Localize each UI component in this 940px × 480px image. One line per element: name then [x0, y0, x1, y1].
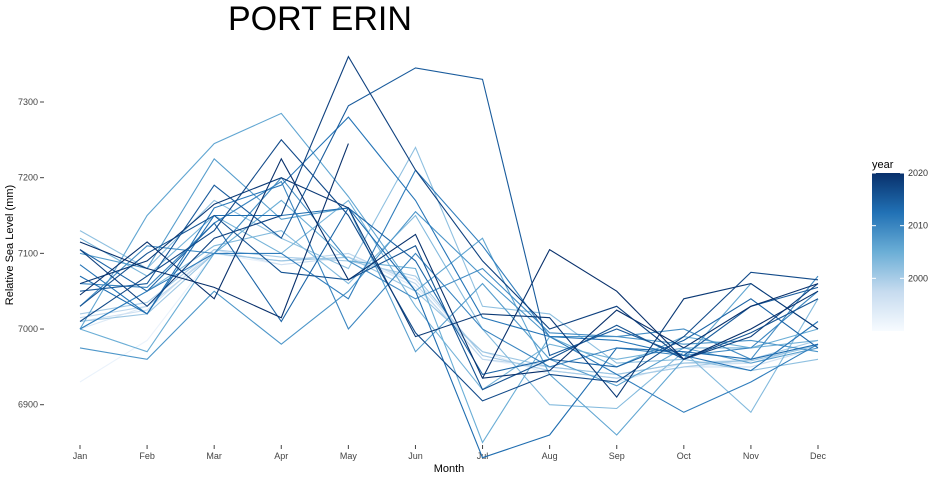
series-line-2012 — [79, 116, 819, 372]
series-line-2005 — [79, 199, 819, 444]
colorbar — [872, 173, 904, 331]
series-line-2001 — [79, 252, 819, 375]
x-tick-label: Jun — [408, 451, 423, 461]
legend-title: year — [872, 159, 894, 171]
series-line-2011 — [79, 169, 819, 413]
series-line-2013 — [79, 207, 819, 459]
series-line-2003 — [79, 214, 819, 414]
x-tick-label: Apr — [274, 451, 288, 461]
y-tick-label: 7200 — [18, 173, 38, 183]
series-line-2018 — [79, 55, 819, 360]
x-tick-label: Oct — [677, 451, 692, 461]
series-line-2000 — [79, 249, 819, 379]
series-line-2021 — [79, 157, 819, 379]
x-tick-label: Dec — [810, 451, 827, 461]
year-colorbar-legend: year 2000 2010 2020 — [872, 159, 928, 331]
y-axis: 6900 7000 7100 7200 7300 — [18, 97, 44, 410]
y-tick-label: 7000 — [18, 324, 38, 334]
colorbar-tick-label: 2020 — [908, 168, 928, 178]
series-line-2015 — [79, 67, 819, 357]
colorbar-tick-label: 2010 — [908, 221, 928, 231]
y-tick-label: 6900 — [18, 400, 38, 410]
chart-title: PORT ERIN — [228, 0, 412, 38]
series-line-2016 — [79, 214, 819, 391]
x-tick-label: Jul — [477, 451, 489, 461]
x-tick-label: Jan — [73, 451, 88, 461]
y-tick-label: 7100 — [18, 248, 38, 258]
series-line-2008 — [79, 210, 819, 360]
x-tick-label: Nov — [743, 451, 760, 461]
x-tick-label: Feb — [139, 451, 155, 461]
x-axis: Jan Feb Mar Apr May Jun Jul Aug Sep Oct Nov Dec — [73, 445, 827, 461]
x-tick-label: Sep — [609, 451, 625, 461]
y-axis-title: Relative Sea Level (mm) — [4, 185, 16, 305]
colorbar-tick-label: 2000 — [908, 273, 928, 283]
colorbar-ticks: 2000 2010 2020 — [872, 168, 928, 283]
series-lines — [79, 55, 819, 459]
x-axis-title: Month — [434, 463, 465, 475]
x-tick-label: May — [340, 451, 358, 461]
series-line-2019 — [79, 177, 819, 399]
x-tick-label: Mar — [206, 451, 222, 461]
series-line-2017 — [79, 138, 819, 402]
y-tick-label: 7300 — [18, 97, 38, 107]
x-tick-label: Aug — [542, 451, 558, 461]
